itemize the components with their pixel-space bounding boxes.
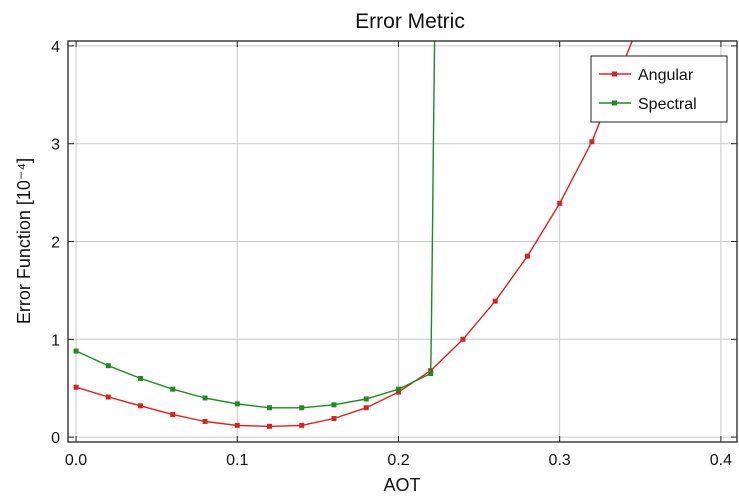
- series-line-spectral: [75, 41, 436, 409]
- plot-area: [73, 41, 633, 429]
- data-point-angular: [524, 253, 530, 259]
- x-axis-label: AOT: [383, 475, 420, 495]
- data-point-angular: [105, 394, 111, 400]
- data-point-angular: [395, 389, 401, 395]
- series-line-angular: [75, 41, 633, 428]
- y-tick-label: 3: [51, 137, 60, 154]
- x-tick-label: 0.4: [710, 452, 732, 469]
- data-point-angular: [73, 384, 79, 390]
- data-point-angular: [299, 422, 305, 428]
- legend-box: [590, 55, 728, 123]
- series-group: [73, 41, 633, 429]
- data-point-spectral: [105, 363, 111, 369]
- legend-marker-angular: [612, 71, 617, 77]
- legend-label-spectral: Spectral: [638, 96, 697, 113]
- data-point-spectral: [234, 401, 240, 407]
- data-point-angular: [170, 412, 176, 418]
- data-point-spectral: [299, 405, 305, 411]
- legend-label-angular: Angular: [638, 67, 694, 84]
- data-point-angular: [138, 403, 144, 409]
- data-point-angular: [492, 298, 498, 304]
- data-point-angular: [234, 422, 240, 428]
- data-point-spectral: [138, 375, 144, 381]
- legend: Angular Spectral: [590, 55, 728, 123]
- x-tick-label: 0.1: [226, 452, 248, 469]
- data-point-angular: [363, 405, 369, 411]
- y-tick-label: 1: [51, 332, 60, 349]
- legend-marker-spectral: [612, 100, 617, 106]
- data-point-angular: [460, 336, 466, 342]
- data-point-spectral: [202, 395, 208, 401]
- data-point-angular: [202, 418, 208, 424]
- data-point-spectral: [395, 386, 401, 392]
- y-axis-label: Error Function [10⁻⁴]: [14, 158, 34, 324]
- grid: [68, 41, 737, 442]
- data-point-angular: [557, 200, 563, 206]
- data-point-spectral: [170, 386, 176, 392]
- ticks: 0.0 0.1 0.2 0.3 0.4 0 1 2 3 4: [51, 39, 737, 469]
- data-point-spectral: [73, 348, 79, 354]
- data-point-angular: [331, 416, 337, 422]
- x-tick-label: 0.0: [65, 452, 87, 469]
- y-tick-label: 2: [51, 235, 60, 252]
- x-tick-label: 0.3: [549, 452, 571, 469]
- data-point-spectral: [428, 371, 434, 377]
- chart-title: Error Metric: [355, 10, 465, 33]
- data-point-spectral: [331, 402, 337, 408]
- x-tick-label: 0.2: [387, 452, 409, 469]
- y-tick-label: 4: [51, 39, 60, 56]
- data-point-angular: [267, 423, 273, 429]
- y-tick-label: 0: [51, 430, 60, 447]
- data-point-spectral: [363, 396, 369, 402]
- data-point-angular: [589, 139, 595, 145]
- data-point-spectral: [267, 405, 273, 411]
